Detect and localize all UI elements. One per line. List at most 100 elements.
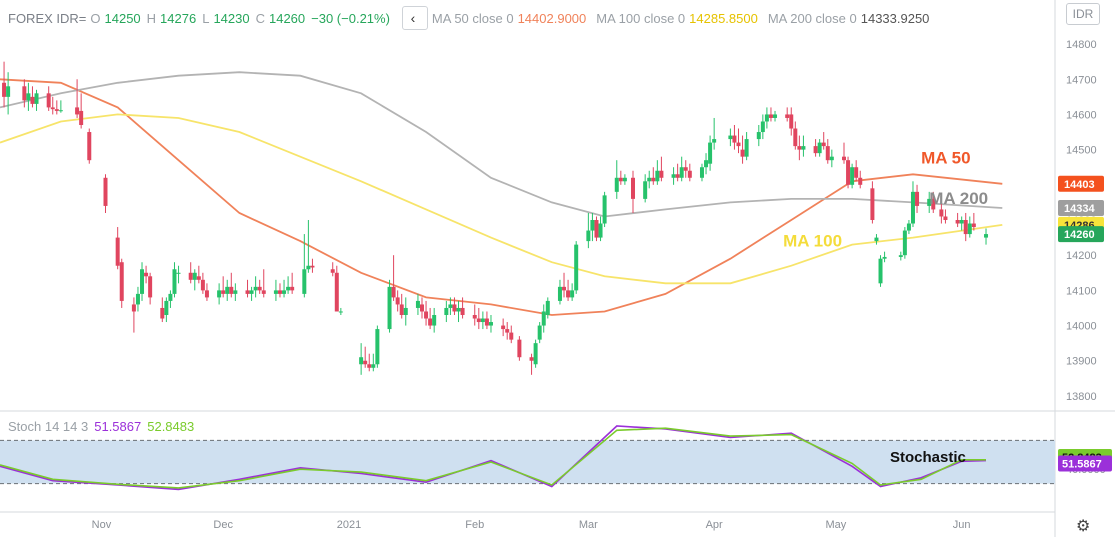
candle-body — [797, 146, 802, 150]
low-value: 14230 — [213, 10, 250, 26]
candle-body — [257, 286, 262, 291]
candle-body — [363, 360, 368, 365]
candle-body — [874, 237, 879, 242]
candle-body — [225, 286, 230, 294]
candle-body — [480, 318, 485, 323]
candle-body — [261, 290, 266, 294]
candle-body — [732, 135, 737, 143]
candle-body — [643, 181, 648, 199]
candle-body — [562, 286, 567, 291]
stochastic-header: Stoch 14 14 3 51.5867 52.8483 — [8, 419, 194, 434]
ma-annotation-label: MA 50 — [921, 149, 970, 168]
candle-body — [943, 216, 948, 220]
candle-body — [22, 86, 27, 101]
candle-body — [476, 318, 481, 323]
candle-body — [472, 315, 477, 319]
open-value: 14250 — [104, 10, 141, 26]
price-tick-label: 14000 — [1066, 321, 1097, 333]
candle-body — [618, 177, 623, 182]
time-tick-label: Feb — [465, 519, 484, 531]
candle-body — [196, 276, 201, 280]
candle-body — [655, 170, 660, 182]
candle-body — [671, 174, 676, 178]
candle-body — [115, 237, 120, 266]
candle-body — [622, 177, 627, 182]
candle-body — [829, 156, 834, 161]
candle-body — [858, 177, 863, 185]
candle-body — [647, 177, 652, 182]
candle-body — [825, 146, 830, 161]
ma100-legend-label: MA 100 close 0 — [596, 10, 686, 26]
candle-body — [789, 114, 794, 129]
candle-body — [75, 107, 80, 115]
currency-selector[interactable]: IDR — [1066, 3, 1100, 25]
candle-body — [915, 191, 920, 206]
candle-body — [529, 357, 534, 361]
candle-body — [756, 132, 761, 140]
candle-body — [484, 318, 489, 326]
ma-line-ma200 — [0, 71, 1003, 218]
candle-body — [870, 188, 875, 220]
time-tick-label: May — [825, 519, 846, 531]
time-tick-label: Mar — [579, 519, 598, 531]
high-value: 14276 — [160, 10, 197, 26]
time-tick-label: 2021 — [337, 519, 361, 531]
candle-body — [54, 109, 59, 111]
candle-body — [785, 114, 790, 118]
candle-body — [659, 170, 664, 178]
price-tick-label: 14600 — [1066, 109, 1097, 121]
candle-body — [428, 318, 433, 326]
time-tick-label: Jun — [953, 519, 971, 531]
candle-body — [6, 86, 11, 97]
candle-body — [939, 209, 944, 217]
candle-body — [906, 223, 911, 231]
ma-line-ma100 — [0, 113, 1003, 285]
settings-button[interactable]: ⚙ — [1076, 516, 1090, 536]
candle-body — [517, 339, 522, 358]
candle-body — [334, 272, 339, 312]
ma200-price-badge-bg — [1058, 200, 1104, 217]
candle-body — [898, 255, 903, 257]
stochastic-line-k — [0, 425, 987, 491]
candle-body — [574, 244, 579, 291]
candle-body — [452, 304, 457, 312]
candle-body — [813, 146, 818, 154]
candle-body — [204, 290, 209, 298]
candle-body — [842, 156, 846, 161]
candle-body — [192, 272, 197, 280]
change-value: −30 (−0.21%) — [311, 10, 390, 26]
candle-body — [545, 300, 550, 315]
price-tick-label: 13900 — [1066, 356, 1097, 368]
candle-body — [509, 332, 514, 340]
candle-body — [744, 139, 749, 157]
currency-label: IDR — [1072, 7, 1094, 21]
candle-body — [229, 286, 234, 294]
candle-body — [176, 272, 181, 274]
candle-body — [277, 290, 282, 294]
candle-body — [371, 364, 376, 368]
candle-body — [801, 146, 806, 150]
candle-body — [217, 290, 222, 298]
ma50-price-badge-bg — [1058, 175, 1104, 192]
price-tick-label: 14800 — [1066, 39, 1097, 51]
ma-annotation-label: MA 200 — [929, 189, 988, 208]
candle-body — [50, 107, 55, 110]
candle-body — [614, 177, 619, 192]
candle-body — [488, 322, 493, 326]
candle-body — [708, 142, 713, 164]
candle-body — [46, 93, 51, 108]
collapse-legend-button[interactable]: ‹ — [401, 6, 428, 30]
candle-body — [854, 167, 859, 178]
candle-body — [651, 177, 656, 182]
candle-body — [30, 96, 35, 104]
ma-line-ma50 — [0, 78, 1003, 316]
candle-body — [245, 290, 250, 294]
candle-body — [144, 272, 149, 277]
time-tick-label: Nov — [92, 519, 112, 531]
last-price-badge-bg — [1058, 226, 1104, 243]
candle-body — [424, 311, 429, 319]
candle-body — [233, 290, 238, 294]
time-tick-label: Apr — [706, 519, 723, 531]
candle-body — [306, 265, 311, 270]
